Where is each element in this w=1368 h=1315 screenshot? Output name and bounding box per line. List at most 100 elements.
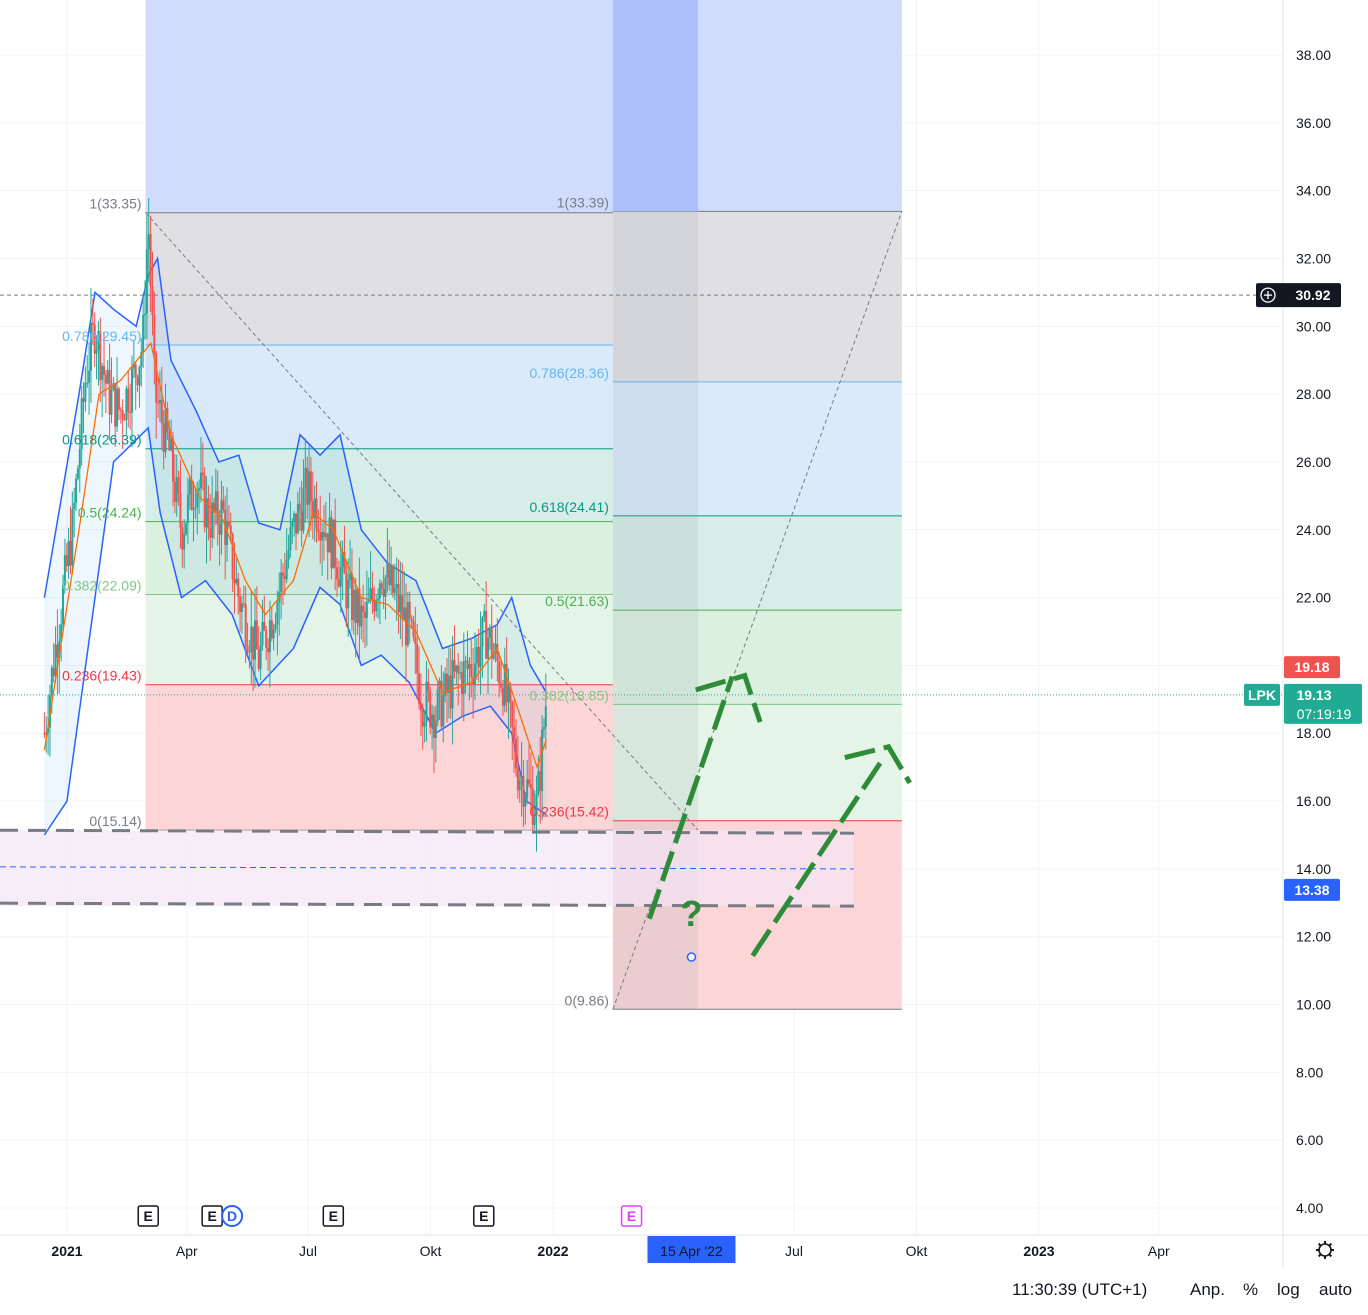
candle-body <box>181 527 184 550</box>
level-price-label-box <box>1284 878 1340 901</box>
candle-body <box>233 578 236 584</box>
candle-body <box>272 629 275 639</box>
candle-body <box>356 588 359 624</box>
candle-body <box>261 622 264 646</box>
candle-body <box>209 528 212 538</box>
candle-body <box>466 660 469 670</box>
candle-body <box>99 331 102 381</box>
current-price-box <box>1284 683 1362 724</box>
candle-body <box>218 524 221 535</box>
candle-body <box>427 681 430 691</box>
candle-body <box>227 521 230 526</box>
candle-body <box>324 533 327 538</box>
candle-body <box>214 491 217 513</box>
candle-body <box>259 645 262 669</box>
candle-body <box>334 519 337 568</box>
candle-body <box>457 665 460 674</box>
time-tick-label: Okt <box>906 1243 928 1259</box>
candle-body <box>391 566 394 594</box>
settings-gear-icon[interactable] <box>1316 1241 1334 1259</box>
fib-left-level-label: 0(15.14) <box>89 813 141 829</box>
candle-body <box>451 659 454 709</box>
candle-body <box>62 585 65 625</box>
time-highlight-label: 15 Apr '22 <box>660 1243 723 1259</box>
candle-body <box>403 607 406 620</box>
candle-body <box>341 552 344 567</box>
candle-body <box>436 689 439 721</box>
projection-arrow-2 <box>750 756 886 958</box>
candle-body <box>317 528 320 533</box>
candle-body <box>289 527 292 551</box>
candle-body <box>304 467 307 488</box>
add-alert-icon[interactable] <box>1260 287 1276 303</box>
candle-body <box>283 575 286 580</box>
event-marker-label: E <box>479 1208 488 1224</box>
candle-body <box>477 647 480 668</box>
earnings-marker <box>137 1205 159 1227</box>
candle-body <box>117 388 120 410</box>
candle-body <box>104 374 107 384</box>
candle-body <box>110 389 113 415</box>
candle-body <box>492 653 495 659</box>
adjust-toggle[interactable]: Anp. <box>1190 1280 1225 1299</box>
candle-body <box>377 598 380 601</box>
clock-timezone[interactable]: 11:30:39 (UTC+1) <box>1012 1280 1148 1299</box>
auto-scale-toggle[interactable]: auto <box>1319 1280 1353 1299</box>
event-marker-label: E <box>329 1208 338 1224</box>
candle-body <box>237 578 240 597</box>
price-tick-label: 36.00 <box>1296 115 1331 131</box>
candle-body <box>416 643 419 674</box>
candle-body <box>246 645 249 652</box>
candle-body <box>140 352 143 367</box>
price-tick-label: 8.00 <box>1296 1064 1323 1080</box>
candle-body <box>276 602 279 625</box>
candle-body <box>268 620 271 653</box>
candle-body <box>151 285 154 316</box>
candle-body <box>97 331 100 350</box>
candle-body <box>503 664 506 706</box>
candle-body <box>464 660 467 662</box>
symbol-box <box>1244 683 1280 706</box>
candle-body <box>153 315 156 354</box>
countdown-label: 07:19:19 <box>1297 706 1352 722</box>
candle-body <box>270 620 273 639</box>
candle-body <box>108 369 111 415</box>
candle-body <box>397 583 400 613</box>
chart-canvas[interactable]: 1(33.35) 0.786(29.45) 0.618(26.39) 0.5(24.2… <box>0 0 1368 1268</box>
candle-body <box>185 523 188 535</box>
candle-body <box>421 711 424 727</box>
log-scale-toggle[interactable]: log <box>1277 1280 1300 1299</box>
fib-right-level-label: 0.786(28.36) <box>530 365 609 381</box>
candle-body <box>188 479 191 495</box>
candle-body <box>157 402 160 404</box>
candle-body <box>516 768 519 791</box>
candle-body <box>544 706 547 727</box>
question-annotation: ? <box>680 893 702 934</box>
time-tick-label: Apr <box>176 1243 198 1259</box>
candle-body <box>326 533 329 553</box>
candle-body <box>468 663 471 670</box>
candle-body <box>267 648 270 653</box>
candle-body <box>144 313 147 315</box>
candle-body <box>183 534 186 550</box>
candle-body <box>419 703 422 712</box>
candle-body <box>192 508 195 510</box>
candle-body <box>257 649 260 669</box>
candle-body <box>199 472 202 489</box>
percent-scale-toggle[interactable]: % <box>1243 1280 1259 1299</box>
candle-body <box>125 388 128 420</box>
candle-body <box>89 322 92 371</box>
fib-left-zone <box>145 212 699 345</box>
candle-body <box>121 410 124 420</box>
candle-body <box>460 672 463 694</box>
candle-body <box>155 353 158 403</box>
candle-body <box>103 366 106 375</box>
candle-body <box>487 637 490 659</box>
candle-body <box>369 588 372 600</box>
candle-body <box>50 667 53 696</box>
price-tick-label: 26.00 <box>1296 454 1331 470</box>
candle-body <box>291 521 294 528</box>
candle-body <box>231 534 234 579</box>
projection-arrow-2-head <box>844 743 912 785</box>
candle-body <box>483 610 486 618</box>
